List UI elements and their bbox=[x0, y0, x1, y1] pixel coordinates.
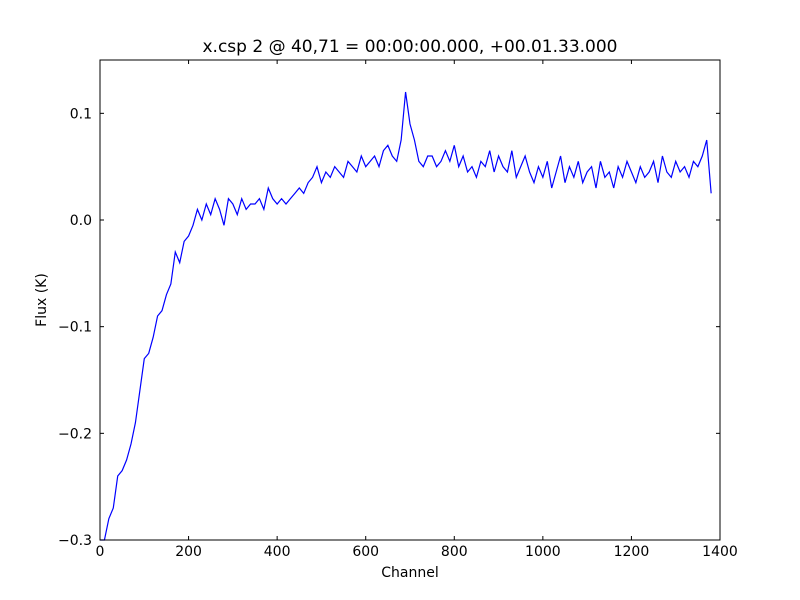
y-tick-label: −0.2 bbox=[58, 426, 92, 442]
y-tick-label: 0.0 bbox=[70, 213, 92, 229]
y-tick-label: 0.1 bbox=[70, 106, 92, 122]
y-tick-label: −0.3 bbox=[58, 533, 92, 549]
y-tick-label: −0.1 bbox=[58, 320, 92, 336]
x-tick-label: 800 bbox=[441, 544, 468, 560]
x-tick-label: 1400 bbox=[702, 544, 738, 560]
y-axis-label: Flux (K) bbox=[34, 273, 50, 327]
x-tick-label: 200 bbox=[175, 544, 202, 560]
x-tick-label: 0 bbox=[96, 544, 105, 560]
x-axis-label: Channel bbox=[381, 565, 438, 581]
plot-frame bbox=[99, 59, 721, 541]
chart-title: x.csp 2 @ 40,71 = 00:00:00.000, +00.01.3… bbox=[202, 37, 617, 57]
x-tick-label: 1200 bbox=[614, 544, 650, 560]
data-line bbox=[100, 91, 712, 541]
x-tick-label: 1000 bbox=[525, 544, 561, 560]
x-tick-label: 400 bbox=[264, 544, 291, 560]
x-tick-label: 600 bbox=[352, 544, 379, 560]
